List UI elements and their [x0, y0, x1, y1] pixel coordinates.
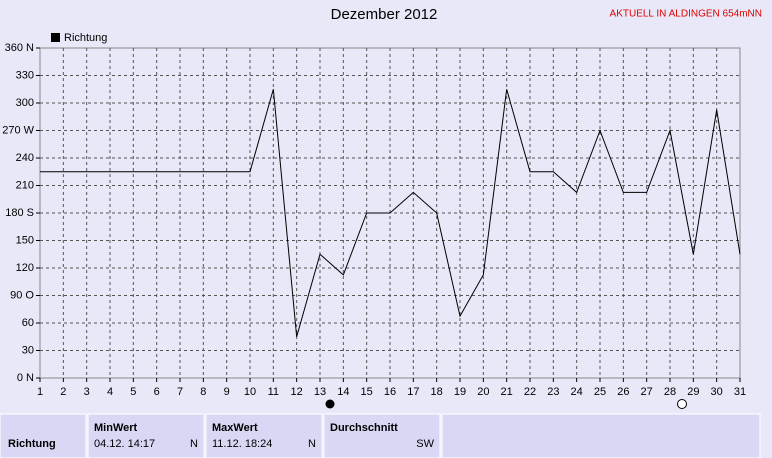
y-tick-label: 150: [16, 234, 34, 246]
row-label: Richtung: [8, 438, 56, 450]
column-value: N: [308, 438, 316, 450]
y-tick-label: 330: [16, 69, 34, 81]
x-tick-label: 29: [687, 386, 699, 398]
x-tick-label: 19: [454, 386, 466, 398]
x-tick-label: 15: [361, 386, 373, 398]
x-tick-label: 28: [664, 386, 676, 398]
column-value: N: [190, 438, 198, 450]
x-tick-label: 16: [384, 386, 396, 398]
x-tick-label: 3: [84, 386, 90, 398]
x-tick-label: 27: [641, 386, 653, 398]
x-tick-label: 8: [200, 386, 206, 398]
y-tick-label: 270 W: [2, 124, 34, 136]
y-tick-label: 240: [16, 152, 34, 164]
y-tick-label: 210: [16, 179, 34, 191]
station-annotation: AKTUELL IN ALDINGEN 654mNN: [610, 9, 762, 20]
y-tick-label: 90 O: [10, 289, 34, 301]
y-tick-label: 300: [16, 97, 34, 109]
table-cell: [0, 413, 87, 458]
column-header: MaxWert: [212, 422, 258, 434]
x-tick-label: 24: [571, 386, 583, 398]
table-cell: [205, 413, 323, 458]
y-tick-label: 180 S: [5, 207, 34, 219]
table-cell: [323, 413, 441, 458]
legend-swatch: [51, 33, 60, 42]
x-tick-label: 7: [177, 386, 183, 398]
column-header: MinWert: [94, 422, 138, 434]
chart-title: Dezember 2012: [331, 6, 438, 23]
x-tick-label: 18: [431, 386, 443, 398]
x-tick-label: 31: [734, 386, 746, 398]
full-moon-icon: [325, 399, 335, 409]
data-line: [40, 89, 741, 337]
summary-table: Richtung: [0, 413, 761, 458]
x-tick-label: 23: [547, 386, 559, 398]
y-tick-label: 120: [16, 262, 34, 274]
x-tick-label: 9: [224, 386, 230, 398]
legend-label: Richtung: [64, 32, 107, 44]
x-tick-label: 4: [107, 386, 113, 398]
x-tick-label: 10: [244, 386, 256, 398]
y-tick-label: 60: [22, 317, 34, 329]
y-tick-label: 360 N: [5, 42, 34, 54]
y-tick-label: 30: [22, 344, 34, 356]
column-date: 11.12. 18:24: [212, 438, 272, 450]
x-tick-label: 25: [594, 386, 606, 398]
x-tick-label: 14: [337, 386, 349, 398]
column-value: SW: [416, 438, 434, 450]
table-cell: [87, 413, 205, 458]
x-tick-label: 6: [154, 386, 160, 398]
new-moon-icon: [677, 399, 687, 409]
table-cell: [441, 413, 761, 458]
x-tick-label: 13: [314, 386, 326, 398]
x-tick-label: 2: [60, 386, 66, 398]
x-tick-label: 20: [477, 386, 489, 398]
x-tick-label: 30: [711, 386, 723, 398]
x-tick-label: 1: [37, 386, 43, 398]
x-tick-label: 12: [291, 386, 303, 398]
x-tick-label: 17: [407, 386, 419, 398]
x-tick-label: 26: [617, 386, 629, 398]
column-header: Durchschnitt: [330, 422, 398, 434]
x-tick-label: 11: [268, 386, 279, 398]
x-tick-label: 5: [130, 386, 136, 398]
x-tick-label: 21: [501, 386, 513, 398]
y-tick-label: 0 N: [17, 372, 34, 384]
column-date: 04.12. 14:17: [94, 438, 155, 450]
x-tick-label: 22: [524, 386, 536, 398]
